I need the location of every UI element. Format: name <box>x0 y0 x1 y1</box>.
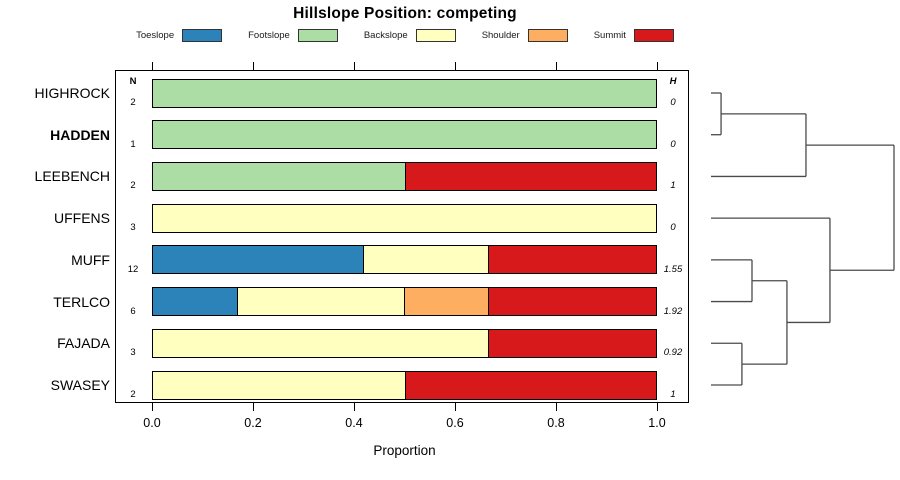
row-label: FAJADA <box>57 335 110 352</box>
legend-item-label: Backslope <box>363 29 408 41</box>
x-axis-tick-label: 0.2 <box>244 416 262 430</box>
n-value: 2 <box>130 97 136 108</box>
bar-segment-toeslope <box>153 246 363 274</box>
bar-segment-summit <box>488 246 656 274</box>
bar-segment-summit <box>404 162 656 190</box>
x-axis-tick-bottom <box>253 403 255 411</box>
n-value: 12 <box>127 263 139 275</box>
n-value: 3 <box>130 222 136 234</box>
bar-segment-summit <box>488 329 656 357</box>
bar-segment-backslope <box>153 371 405 399</box>
plot-area-border <box>115 70 689 403</box>
bar-segment-footslope <box>153 162 405 190</box>
legend-item: Summit <box>593 28 674 42</box>
legend-item: Footslope <box>248 28 338 42</box>
row-label: HIGHROCK <box>34 85 110 101</box>
stacked-bar <box>152 120 657 150</box>
legend-item-label: Summit <box>593 29 626 41</box>
legend-item-label: Footslope <box>248 29 290 41</box>
stacked-bar <box>152 203 657 233</box>
h-value: 1 <box>670 180 676 192</box>
h-value: 0 <box>670 97 676 108</box>
h-value: 0 <box>670 222 676 234</box>
x-axis-tick-top <box>152 62 154 70</box>
h-value: 0 <box>670 138 676 150</box>
h-column-header: H <box>669 76 677 87</box>
x-axis-tick-bottom <box>657 403 659 411</box>
x-axis-tick-label: 1.0 <box>648 416 666 430</box>
bar-segment-summit <box>404 371 656 399</box>
stacked-bar <box>152 78 657 108</box>
bar-segment-backslope <box>153 204 656 232</box>
h-value: 1.55 <box>663 263 683 275</box>
x-axis-tick-label: 0.8 <box>547 416 565 430</box>
x-axis-tick-top <box>253 62 255 70</box>
h-value: 0.92 <box>663 347 683 359</box>
bar-segment-shoulder <box>404 288 489 316</box>
row-label: TERLCO <box>53 293 110 310</box>
bar-segment-footslope <box>153 79 656 107</box>
x-axis-tick-top <box>556 62 558 70</box>
legend-item-label: Shoulder <box>481 29 520 41</box>
legend-color-swatch <box>182 28 223 42</box>
stacked-bar <box>152 161 657 191</box>
n-value: 1 <box>130 138 136 150</box>
chart-title: Hillslope Position: competing <box>293 5 517 22</box>
legend: Toeslope Footslope Backslope Shoulder Summit <box>60 26 750 44</box>
stacked-bar <box>152 370 657 400</box>
legend-item: Shoulder <box>481 28 568 42</box>
legend-item: Toeslope <box>136 28 223 42</box>
x-axis-tick-bottom <box>152 403 154 411</box>
x-axis-title: Proportion <box>373 443 436 458</box>
row-label: MUFF <box>71 251 110 268</box>
h-value: 1 <box>670 389 676 400</box>
legend-color-swatch <box>633 28 674 42</box>
row-label: HADDEN <box>50 126 110 143</box>
x-axis-tick-top <box>354 62 356 70</box>
bar-segment-backslope <box>362 246 489 274</box>
x-axis-tick-label: 0.0 <box>143 416 161 430</box>
bar-segment-toeslope <box>153 288 237 316</box>
x-axis-tick-bottom <box>556 403 558 411</box>
row-label: UFFENS <box>54 210 110 227</box>
stacked-bar <box>152 245 657 275</box>
legend-color-swatch <box>297 28 338 42</box>
h-value: 1.92 <box>663 305 683 317</box>
x-axis-tick-label: 0.6 <box>446 416 464 430</box>
row-label: LEEBENCH <box>34 168 110 185</box>
bar-segment-summit <box>488 288 656 316</box>
x-axis-tick-top <box>657 62 659 70</box>
bar-segment-backslope <box>236 288 405 316</box>
n-value: 3 <box>130 347 136 359</box>
bar-segment-footslope <box>153 121 656 149</box>
x-axis-tick-bottom <box>354 403 356 411</box>
legend-color-swatch <box>527 28 568 42</box>
x-axis-tick-label: 0.4 <box>345 416 363 430</box>
legend-item: Backslope <box>363 28 456 42</box>
bar-segment-backslope <box>153 329 489 357</box>
stacked-bar <box>152 328 657 358</box>
n-value: 2 <box>130 389 136 400</box>
n-value: 2 <box>130 180 136 192</box>
row-label: SWASEY <box>50 377 110 393</box>
x-axis-tick-bottom <box>455 403 457 411</box>
n-value: 6 <box>130 305 136 317</box>
n-column-header: N <box>129 76 137 87</box>
legend-color-swatch <box>415 28 456 42</box>
legend-item-label: Toeslope <box>136 29 175 41</box>
x-axis-tick-top <box>455 62 457 70</box>
stacked-bar <box>152 287 657 317</box>
